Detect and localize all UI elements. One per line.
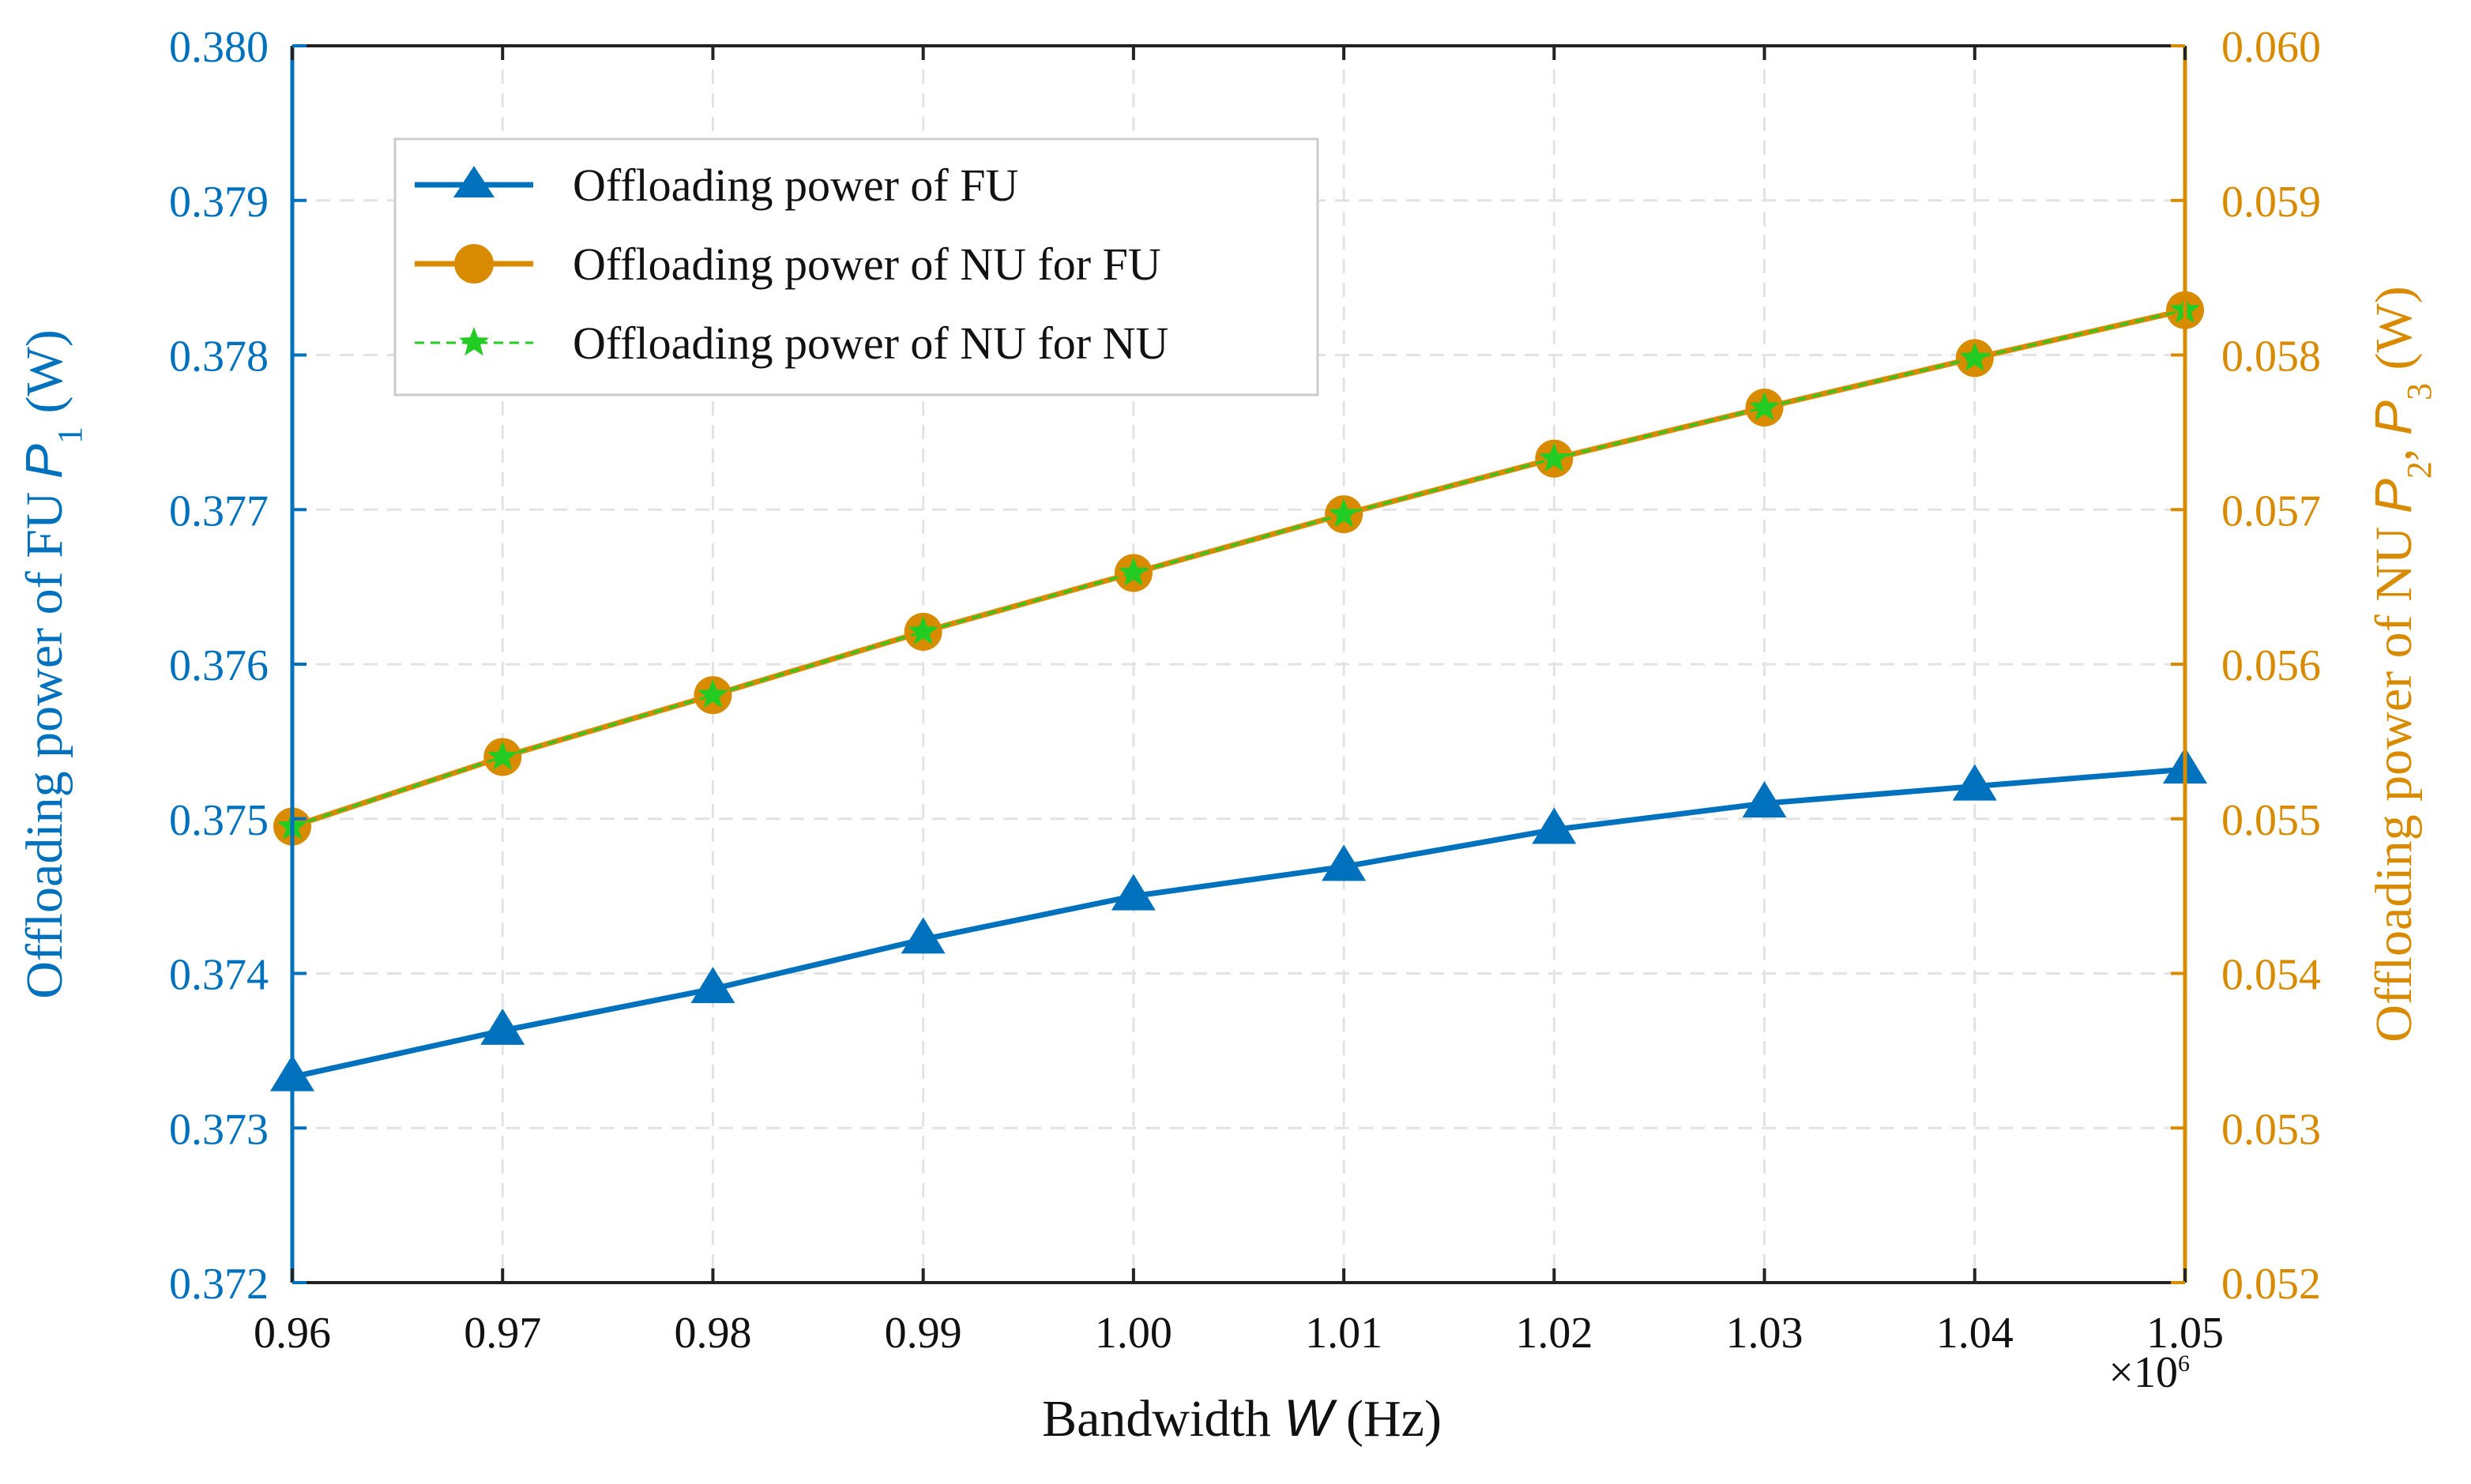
legend-label-nu-for-fu: Offloading power of NU for FU <box>573 239 1161 290</box>
triangle-marker <box>480 1008 525 1045</box>
triangle-marker <box>1322 844 1367 881</box>
legend-triangle-icon <box>453 166 495 197</box>
legend: Offloading power of FU Offloading power … <box>393 137 1319 396</box>
star-marker <box>908 615 938 645</box>
y-right-tick-label: 0.059 <box>2221 178 2321 227</box>
triangle-marker <box>901 917 946 954</box>
series-line-2 <box>291 309 2186 828</box>
triangle-marker <box>1742 781 1787 818</box>
legend-circle-icon <box>454 244 494 284</box>
x-tick-label: 1.04 <box>1936 1309 2014 1358</box>
y-left-tick-label: 0.380 <box>169 23 269 72</box>
y-left-tick-label: 0.378 <box>169 332 269 381</box>
x-tick-label: 1.00 <box>1095 1309 1172 1358</box>
series-layer <box>270 291 2207 1091</box>
y-right-tick-label: 0.053 <box>2221 1105 2321 1154</box>
y-left-tick-label: 0.372 <box>169 1260 269 1309</box>
star-marker <box>1749 392 1780 421</box>
triangle-marker <box>1532 807 1577 844</box>
y-right-tick-label: 0.057 <box>2221 487 2321 535</box>
y-right-tick-label: 0.060 <box>2221 23 2321 72</box>
y-left-tick-label: 0.377 <box>169 487 269 535</box>
star-marker <box>1539 442 1570 471</box>
y-left-tick-label: 0.373 <box>169 1105 269 1154</box>
star-marker <box>1329 498 1360 528</box>
y-right-tick-label: 0.052 <box>2221 1260 2321 1309</box>
legend-label-nu-for-nu: Offloading power of NU for NU <box>573 317 1168 369</box>
x-tick-label: 0.98 <box>674 1309 751 1358</box>
y-left-tick-label: 0.374 <box>169 951 269 1000</box>
triangle-marker <box>1952 764 1997 801</box>
y-right-tick-label: 0.056 <box>2221 641 2321 690</box>
legend-item-nu-for-nu: Offloading power of NU for NU <box>415 317 1168 369</box>
legend-star-icon <box>459 327 489 356</box>
triangle-marker <box>1111 873 1156 911</box>
x-tick-label: 0.99 <box>885 1309 962 1358</box>
y-right-tick-label: 0.058 <box>2221 332 2321 381</box>
x-tick-label: 1.02 <box>1515 1309 1593 1358</box>
y-left-tick-label: 0.379 <box>169 178 269 227</box>
y-left-tick-label: 0.375 <box>169 796 269 845</box>
legend-item-nu-for-fu: Offloading power of NU for FU <box>415 239 1161 290</box>
series-line-0 <box>291 766 2186 1080</box>
x-multiplier: ×106 <box>2108 1348 2190 1397</box>
legend-item-fu: Offloading power of FU <box>415 160 1018 211</box>
y-axis-right-label: Offloading power of NU P2, P3 (W) <box>2364 286 2439 1042</box>
legend-box <box>393 137 1319 396</box>
star-marker <box>1959 342 1990 371</box>
axis-labels: Bandwidth W (Hz) ×106 Offloading power o… <box>14 286 2439 1448</box>
y-right-tick-label: 0.055 <box>2221 796 2321 845</box>
axes: 0.96 0.97 0.98 0.99 1.00 1.01 1.02 1.03 1.04 1.05… <box>169 23 2321 1358</box>
x-tick-label: 1.05 <box>2146 1309 2224 1358</box>
star-marker <box>487 741 518 770</box>
legend-label-fu: Offloading power of FU <box>573 160 1018 211</box>
y-right-tick-label: 0.054 <box>2221 951 2321 1000</box>
star-marker <box>1118 557 1149 586</box>
x-tick-label: 1.01 <box>1305 1309 1382 1358</box>
x-tick-label: 1.03 <box>1726 1309 1803 1358</box>
x-tick-label: 0.96 <box>254 1309 331 1358</box>
x-axis-label: Bandwidth W (Hz) <box>1042 1388 1442 1448</box>
y-left-tick-label: 0.376 <box>169 641 269 690</box>
y-axis-left-label: Offloading power of FU P1 (W) <box>14 329 89 998</box>
x-tick-label: 0.97 <box>464 1309 541 1358</box>
triangle-marker <box>690 967 735 1004</box>
star-marker <box>698 679 728 708</box>
